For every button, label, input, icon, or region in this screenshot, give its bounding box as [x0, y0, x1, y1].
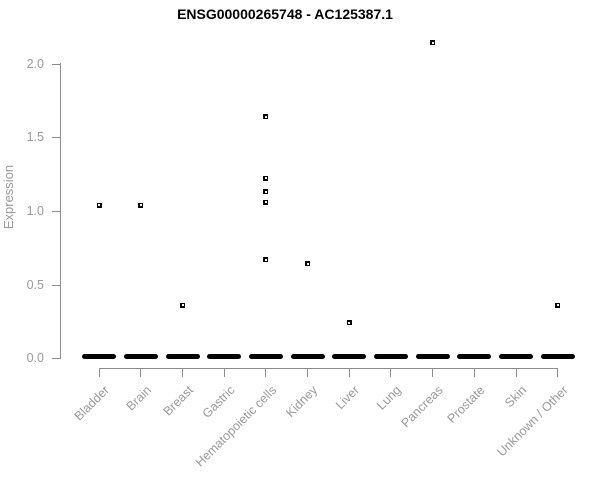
- x-tick: [390, 368, 392, 377]
- data-point: [263, 199, 269, 205]
- data-point: [96, 202, 102, 208]
- x-tick-label: Brain: [123, 383, 154, 414]
- y-tick: [52, 210, 60, 212]
- x-tick: [473, 368, 475, 377]
- x-tick-label: Skin: [501, 383, 529, 411]
- x-axis: [98, 367, 559, 369]
- x-tick: [432, 368, 434, 377]
- x-tick-label: Liver: [333, 383, 363, 413]
- y-tick: [52, 358, 60, 360]
- x-tick-label: Breast: [160, 383, 196, 419]
- zero-cluster-bar: [290, 354, 325, 359]
- y-axis-label: Expression: [1, 164, 16, 230]
- x-tick: [98, 368, 100, 377]
- x-tick: [265, 368, 267, 377]
- chart-title: ENSG00000265748 - AC125387.1: [177, 6, 393, 22]
- x-tick: [557, 368, 559, 377]
- zero-cluster-bar: [499, 354, 533, 359]
- y-tick: [52, 137, 60, 139]
- data-point: [263, 114, 269, 120]
- data-point: [305, 261, 311, 267]
- y-tick-label: 1.0: [26, 203, 44, 218]
- zero-cluster-bar: [165, 354, 200, 359]
- data-point: [263, 175, 269, 181]
- x-tick-label: Kidney: [283, 383, 321, 420]
- x-tick-label: Pancreas: [398, 383, 446, 431]
- x-tick: [348, 368, 350, 377]
- data-point: [346, 320, 352, 326]
- zero-cluster-bar: [540, 354, 575, 359]
- x-tick: [140, 368, 142, 377]
- x-tick-label: Lung: [374, 383, 404, 413]
- data-point: [263, 189, 269, 195]
- x-tick-label: Bladder: [71, 383, 113, 424]
- zero-cluster-bar: [373, 354, 408, 359]
- y-tick: [52, 63, 60, 65]
- y-tick: [52, 284, 60, 286]
- zero-cluster-bar: [415, 354, 450, 359]
- x-tick: [515, 368, 517, 377]
- zero-cluster-bar: [207, 354, 242, 359]
- data-point: [430, 40, 436, 46]
- y-tick-label: 2.0: [26, 56, 44, 71]
- zero-cluster-bar: [82, 354, 117, 359]
- zero-cluster-bar: [332, 354, 367, 359]
- x-tick-label: Gastric: [199, 383, 238, 421]
- x-tick-label: Unknown / Other: [494, 383, 571, 460]
- y-tick-label: 0.5: [26, 277, 44, 292]
- zero-cluster-bar: [457, 354, 492, 359]
- y-tick-label: 0.0: [26, 351, 44, 366]
- x-tick: [307, 368, 309, 377]
- data-point: [138, 202, 144, 208]
- data-point: [180, 302, 186, 308]
- x-tick-label: Hematopoietic cells: [192, 383, 279, 470]
- data-point: [555, 302, 561, 308]
- data-point: [263, 257, 269, 263]
- x-tick: [182, 368, 184, 377]
- zero-cluster-bar: [123, 354, 158, 359]
- x-tick-label: Prostate: [444, 383, 488, 426]
- y-tick-label: 1.5: [26, 130, 44, 145]
- y-axis: [60, 62, 61, 360]
- zero-cluster-bar: [248, 354, 283, 359]
- x-tick: [223, 368, 225, 377]
